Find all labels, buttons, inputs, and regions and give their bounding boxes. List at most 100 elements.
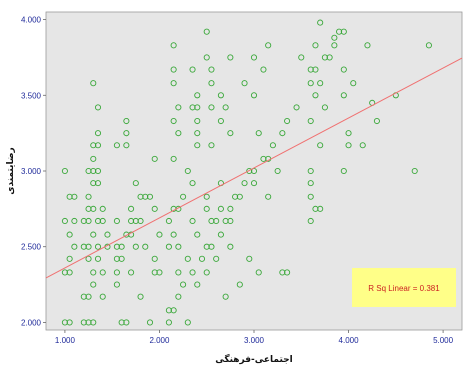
y-axis-title: رضایتمندی <box>6 147 16 194</box>
data-point <box>151 205 158 212</box>
data-point <box>99 205 106 212</box>
x-tick-label: 5.000 <box>433 336 454 345</box>
data-point <box>203 243 210 250</box>
data-point <box>90 319 97 326</box>
rsq-box <box>352 268 456 307</box>
data-point <box>85 217 92 225</box>
data-point <box>312 92 319 99</box>
x-tick-label: 3.000 <box>244 336 265 345</box>
data-point <box>175 243 182 250</box>
data-point <box>203 54 210 61</box>
data-point <box>66 269 73 276</box>
data-point <box>113 255 120 262</box>
data-point <box>85 243 92 250</box>
data-point <box>165 307 172 314</box>
data-point <box>222 104 229 111</box>
data-point <box>156 269 163 276</box>
data-point <box>170 155 177 162</box>
data-point <box>307 193 314 200</box>
data-point <box>170 42 177 49</box>
data-point <box>236 281 243 288</box>
data-point <box>80 217 87 225</box>
data-point <box>312 42 319 49</box>
data-point <box>227 54 234 61</box>
data-point <box>71 243 78 250</box>
data-point <box>208 66 215 73</box>
data-point <box>132 243 139 250</box>
data-point <box>317 205 324 212</box>
data-point <box>85 193 92 200</box>
data-point <box>113 142 120 149</box>
data-point <box>425 42 432 49</box>
data-point <box>80 243 87 250</box>
fit-line <box>45 57 463 279</box>
data-point <box>90 231 97 238</box>
data-point <box>227 205 234 212</box>
data-point <box>269 142 276 149</box>
data-point <box>170 307 177 314</box>
data-point <box>94 167 102 175</box>
data-point <box>104 231 111 238</box>
data-point <box>175 104 182 111</box>
data-point <box>307 167 314 175</box>
data-point <box>250 54 258 61</box>
data-point <box>255 130 262 137</box>
data-point <box>321 54 328 61</box>
y-tick-label: 3.000 <box>21 167 42 176</box>
data-point <box>331 42 338 49</box>
data-point <box>132 217 139 225</box>
data-point <box>227 243 234 250</box>
data-point <box>340 167 347 175</box>
data-point <box>265 193 272 200</box>
data-point <box>128 205 135 212</box>
data-point <box>99 269 106 276</box>
data-point <box>137 193 144 200</box>
data-point <box>90 167 97 175</box>
data-point <box>123 130 130 137</box>
data-point <box>90 269 97 276</box>
data-point <box>94 255 102 262</box>
data-point <box>317 142 324 149</box>
data-point <box>350 80 357 87</box>
data-point <box>222 293 229 300</box>
data-point <box>94 243 102 250</box>
data-point <box>364 42 371 49</box>
data-point <box>151 269 158 276</box>
data-point <box>113 217 120 225</box>
x-tick-labels: 1.000 2.000 3.000 4.000 5.000 <box>55 336 454 345</box>
y-tick-label: 3.500 <box>21 91 42 100</box>
data-point <box>184 319 191 326</box>
data-points <box>61 19 432 326</box>
data-point <box>359 142 366 149</box>
data-point <box>250 92 258 99</box>
data-point <box>326 54 333 61</box>
data-point <box>94 130 102 137</box>
data-point <box>142 243 149 250</box>
data-point <box>203 269 210 276</box>
data-point <box>170 66 177 73</box>
data-point <box>90 142 97 149</box>
data-point <box>128 217 135 225</box>
data-point <box>165 217 172 225</box>
data-point <box>298 54 305 61</box>
data-point <box>279 130 286 137</box>
data-point <box>194 117 201 125</box>
data-point <box>80 319 87 326</box>
data-point <box>61 269 68 276</box>
data-point <box>194 130 201 137</box>
data-point <box>90 205 97 212</box>
data-point <box>99 217 106 225</box>
data-point <box>85 167 92 175</box>
y-tick-label: 2.000 <box>21 318 42 327</box>
data-point <box>165 319 172 326</box>
data-point <box>217 231 224 238</box>
data-point <box>80 293 87 300</box>
data-point <box>146 319 154 326</box>
data-point <box>208 243 215 250</box>
y-tick-label: 2.500 <box>21 243 42 252</box>
y-tick-labels: 2.000 2.500 3.000 3.500 4.000 <box>21 16 42 328</box>
data-point <box>227 217 234 225</box>
data-point <box>246 167 253 175</box>
data-point <box>180 281 187 288</box>
